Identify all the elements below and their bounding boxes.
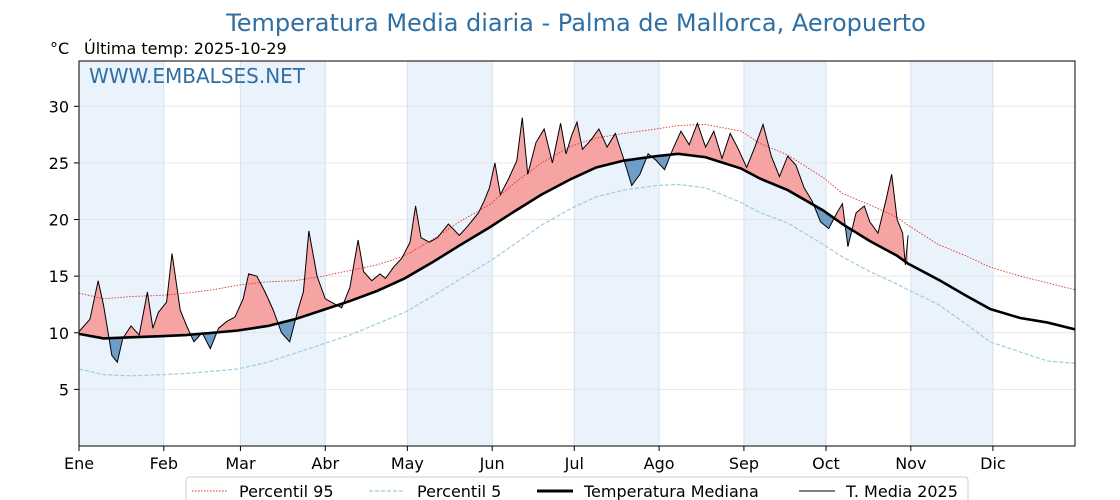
x-tick-label: Sep	[729, 454, 759, 473]
y-tick-label: 25	[49, 154, 69, 173]
anomaly-above	[343, 117, 625, 304]
y-tick-label: 15	[49, 267, 69, 286]
y-tick-label: 30	[49, 97, 69, 116]
y-tick-label: 5	[59, 380, 69, 399]
anomaly-below	[202, 331, 218, 349]
x-tick-label: Ene	[64, 454, 94, 473]
x-tick-label: Nov	[895, 454, 926, 473]
anomaly-below	[278, 318, 296, 342]
month-band	[910, 61, 993, 446]
y-tick-label: 10	[49, 324, 69, 343]
month-band	[743, 61, 826, 446]
watermark-text: WWW.EMBALSES.NET	[89, 64, 306, 88]
x-tick-label: Mar	[225, 454, 256, 473]
legend-label-median: Temperatura Mediana	[583, 482, 759, 500]
x-tick-label: Jul	[564, 454, 584, 473]
legend-label-current: T. Media 2025	[845, 482, 958, 500]
series-current	[78, 117, 909, 364]
plot-frame	[78, 60, 1076, 447]
x-tick-label: Ago	[644, 454, 675, 473]
series-median	[78, 152, 1076, 340]
chart-title: Temperatura Media diaria - Palma de Mall…	[225, 9, 926, 37]
anomaly-below	[652, 154, 671, 170]
legend-label-p95: Percentil 95	[239, 482, 334, 500]
x-tick-label: Jun	[479, 454, 505, 473]
month-band	[574, 61, 660, 446]
x-tick-label: Abr	[311, 454, 339, 473]
x-tick-label: May	[391, 454, 424, 473]
legend-frame	[185, 476, 969, 500]
anomaly-below	[814, 205, 835, 229]
month-band	[79, 61, 164, 446]
x-tick-label: Feb	[150, 454, 178, 473]
anomaly-above	[851, 174, 906, 265]
series-p5	[78, 183, 1076, 377]
y-tick-label: 20	[49, 211, 69, 230]
anomaly-above	[217, 273, 279, 333]
x-tick-label: Oct	[812, 454, 840, 473]
x-tick-label: Dic	[980, 454, 1006, 473]
unit-label: °C	[50, 39, 69, 58]
legend: Percentil 95 Percentil 5 Temperatura Med…	[185, 476, 969, 500]
anomaly-above	[79, 280, 110, 339]
last-temp-label: Última temp: 2025-10-29	[84, 39, 287, 58]
anomaly-above	[123, 253, 192, 338]
legend-label-p5: Percentil 5	[417, 482, 501, 500]
series-p95	[78, 123, 1076, 300]
